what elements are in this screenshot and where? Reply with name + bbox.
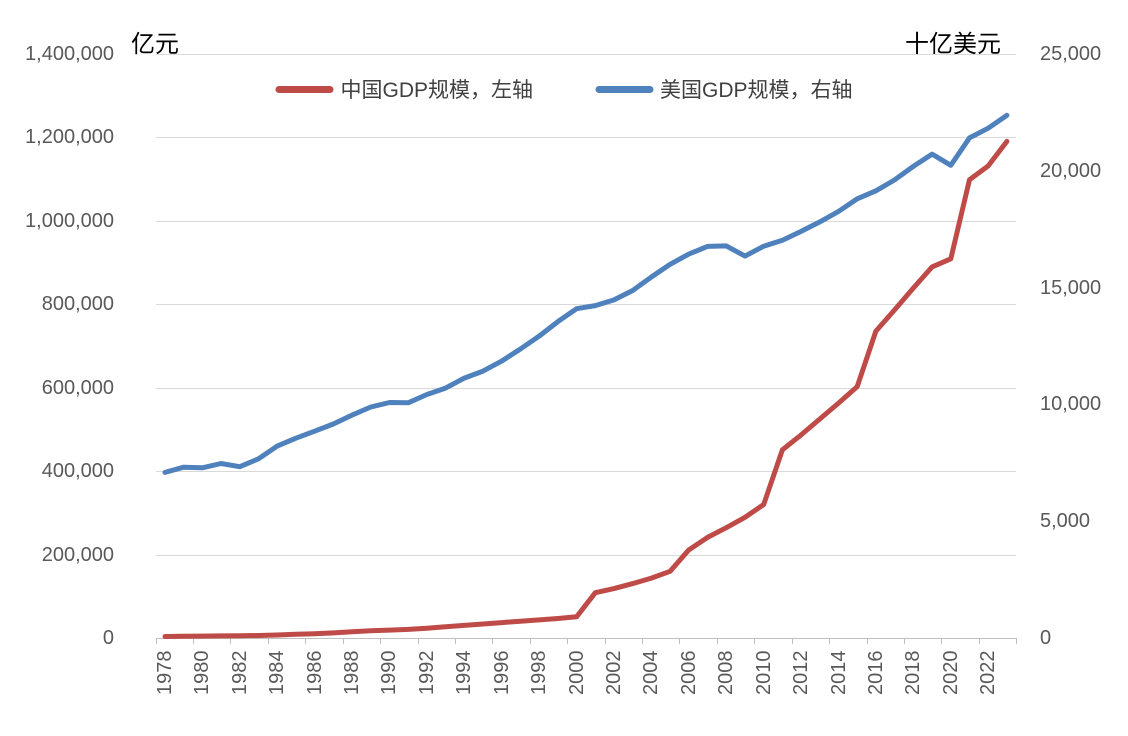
right-axis-tick-label: 0 bbox=[1040, 627, 1052, 649]
x-axis-tick bbox=[417, 638, 419, 644]
gridline bbox=[155, 137, 1017, 139]
left-axis-tick-label: 1,400,000 bbox=[25, 43, 114, 65]
gridline bbox=[155, 54, 1017, 55]
x-axis-tick bbox=[454, 638, 456, 644]
x-axis-tick bbox=[230, 638, 232, 644]
legend-label: 美国GDP规模，右轴 bbox=[660, 79, 853, 102]
x-axis-tick bbox=[829, 638, 831, 644]
x-axis-tick bbox=[978, 638, 980, 644]
right-axis-tick-label: 10,000 bbox=[1040, 393, 1102, 416]
x-axis-tick bbox=[1016, 638, 1018, 644]
left-axis-tick-label: 200,000 bbox=[41, 543, 114, 566]
x-axis-tick bbox=[155, 638, 157, 644]
x-axis-tick bbox=[305, 638, 307, 644]
x-axis-line bbox=[155, 638, 1017, 639]
gridline bbox=[155, 387, 1017, 389]
right-axis-tick-label: 15,000 bbox=[1040, 276, 1102, 299]
us-gdp-line bbox=[162, 112, 1010, 475]
x-axis-tick bbox=[754, 638, 756, 644]
legend-item-us: 美国GDP规模，右轴 bbox=[595, 74, 853, 104]
x-axis-tick bbox=[380, 638, 382, 644]
left-axis-unit-label: 亿元 bbox=[131, 31, 179, 58]
gridline bbox=[155, 554, 1017, 556]
chart-legend: 中国GDP规模，左轴 美国GDP规模，右轴 bbox=[275, 74, 853, 104]
x-axis-tick bbox=[604, 638, 606, 644]
china-gdp-line bbox=[162, 138, 1010, 639]
legend-item-china: 中国GDP规模，左轴 bbox=[275, 74, 533, 104]
x-axis-tick bbox=[642, 638, 644, 644]
legend-line-swatch bbox=[275, 85, 334, 93]
left-axis-tick-label: 800,000 bbox=[41, 293, 114, 316]
legend-label: 中国GDP规模，左轴 bbox=[340, 79, 533, 102]
left-axis-tick-label: 1,000,000 bbox=[25, 209, 114, 232]
x-axis-tick bbox=[529, 638, 531, 644]
gridline bbox=[155, 220, 1017, 222]
gridline bbox=[155, 471, 1017, 473]
x-axis-tick bbox=[567, 638, 569, 644]
right-axis-tick-label: 5,000 bbox=[1040, 510, 1091, 533]
x-axis-tick bbox=[904, 638, 905, 644]
x-axis-tick bbox=[791, 638, 793, 644]
left-axis-tick-label: 1,200,000 bbox=[25, 126, 114, 149]
x-axis-tick bbox=[679, 638, 681, 644]
right-axis-unit-label: 十亿美元 bbox=[905, 31, 1001, 58]
legend-line-swatch bbox=[595, 85, 653, 93]
right-axis-tick-label: 25,000 bbox=[1040, 43, 1102, 65]
x-axis-tick bbox=[267, 638, 269, 644]
x-axis-tick bbox=[941, 638, 943, 644]
x-axis-tick bbox=[492, 638, 494, 644]
x-axis-tick bbox=[342, 638, 344, 644]
x-axis-tick bbox=[193, 638, 195, 644]
x-axis-tick bbox=[866, 638, 868, 644]
left-axis-tick-label: 400,000 bbox=[41, 460, 114, 483]
right-axis-tick-label: 20,000 bbox=[1040, 159, 1102, 182]
left-axis-tick-label: 600,000 bbox=[41, 376, 114, 399]
x-axis-tick bbox=[716, 638, 718, 644]
left-axis-tick-label: 0 bbox=[102, 627, 114, 649]
